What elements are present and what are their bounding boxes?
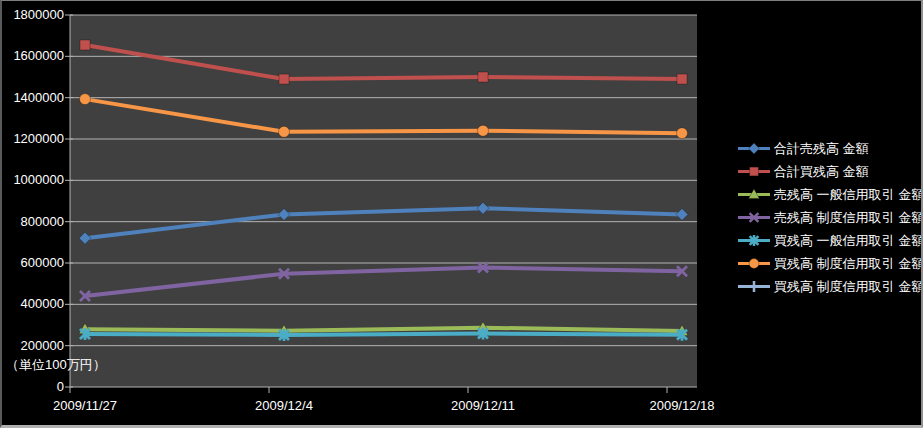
legend-label: 買残高 制度信用取引 金額: [774, 255, 923, 273]
legend-label: 買残高 一般信用取引 金額: [774, 232, 923, 250]
y-axis-tick-label: 0: [4, 380, 64, 394]
y-axis-tick-label: 1800000: [4, 8, 64, 22]
legend-label: 売残高 制度信用取引 金額: [774, 209, 923, 227]
circle-marker: [749, 259, 759, 269]
x-axis-tick-label: 2009/11/27: [37, 399, 133, 413]
square-marker: [279, 74, 289, 84]
x-axis-tick-label: 2009/12/4: [236, 399, 332, 413]
y-axis-tick-label: 600000: [4, 256, 64, 270]
legend-item: 売残高 制度信用取引 金額: [737, 206, 923, 229]
legend-item: 合計売残高 金額: [737, 137, 923, 160]
asterisk-marker-icon: [737, 232, 771, 249]
diamond-marker: [749, 143, 760, 154]
legend-item: 合計買残高 金額: [737, 160, 923, 183]
square-marker: [750, 167, 759, 176]
square-marker: [80, 40, 90, 50]
square-marker: [478, 72, 488, 82]
legend-item: 買残高 一般信用取引 金額: [737, 229, 923, 252]
chart-frame: 0 200000 400000 600000 800000 1000000 1200000 1…: [0, 0, 923, 428]
y-axis-tick-label: 1600000: [4, 49, 64, 63]
square-marker-icon: [737, 163, 771, 180]
circle-marker: [478, 125, 489, 136]
legend-item: 買残高 制度信用取引 金額: [737, 275, 923, 298]
legend-label: 買残高 制度信用取引 金額: [774, 278, 923, 296]
unit-label: （単位100万円）: [6, 356, 106, 374]
legend-label: 売残高 一般信用取引 金額: [774, 186, 923, 204]
series-line-4: [85, 333, 682, 334]
x-axis-tick-label: 2009/12/11: [435, 399, 531, 413]
plus-marker-icon: [737, 278, 771, 295]
diamond-marker-icon: [737, 140, 771, 157]
y-axis-tick-label: 1000000: [4, 173, 64, 187]
circle-marker-icon: [737, 255, 771, 272]
square-marker: [677, 74, 687, 84]
y-axis-tick-label: 800000: [4, 215, 64, 229]
x-axis-tick-label: 2009/12/18: [634, 399, 730, 413]
triangle-marker-icon: [737, 186, 771, 203]
y-axis-tick-label: 1400000: [4, 91, 64, 105]
circle-marker: [677, 128, 688, 139]
legend: 合計売残高 金額合計買残高 金額売残高 一般信用取引 金額売残高 制度信用取引 …: [737, 137, 923, 298]
y-axis-tick-label: 1200000: [4, 132, 64, 146]
plus-marker: [749, 281, 760, 292]
circle-marker: [80, 94, 91, 105]
circle-marker: [279, 126, 290, 137]
y-axis-tick-label: 200000: [4, 339, 64, 353]
x-marker-icon: [737, 209, 771, 226]
legend-item: 売残高 一般信用取引 金額: [737, 183, 923, 206]
series-line-2: [85, 328, 682, 331]
y-axis-tick-label: 400000: [4, 297, 64, 311]
legend-item: 買残高 制度信用取引 金額: [737, 252, 923, 275]
legend-label: 合計売残高 金額: [774, 140, 869, 158]
legend-label: 合計買残高 金額: [774, 163, 869, 181]
